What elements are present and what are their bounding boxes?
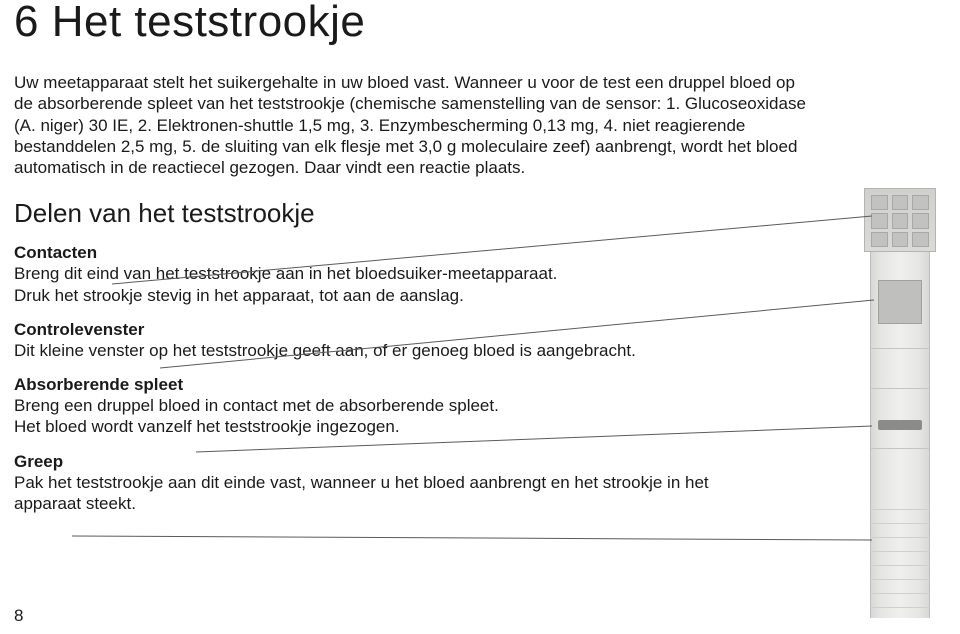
section-title: Controlevenster [14, 320, 960, 340]
section-title: Greep [14, 452, 960, 472]
section-absorberende-spleet: Absorberende spleet Breng een druppel bl… [14, 375, 960, 438]
page-number: 8 [14, 606, 23, 626]
teststrip-illustration [864, 188, 936, 618]
section-controlevenster: Controlevenster Dit kleine venster op he… [14, 320, 960, 361]
page: 6 Het teststrookje Uw meetapparaat stelt… [0, 0, 960, 634]
section-title: Absorberende spleet [14, 375, 960, 395]
page-title: 6 Het teststrookje [14, 0, 960, 44]
strip-contacts [871, 195, 929, 247]
intro-paragraph: Uw meetapparaat stelt het suikergehalte … [14, 72, 814, 178]
section-title: Contacten [14, 243, 97, 263]
strip-grip [870, 478, 930, 618]
section-contacten: Contacten Breng dit eind van het teststr… [14, 243, 960, 306]
section-greep: Greep Pak het teststrookje aan dit einde… [14, 452, 960, 515]
section-body: Dit kleine venster op het teststrookje g… [14, 340, 754, 361]
section-body: Pak het teststrookje aan dit einde vast,… [14, 472, 754, 515]
section-body: Breng een druppel bloed in contact met d… [14, 395, 754, 438]
strip-contact-panel [864, 188, 936, 252]
subheading: Delen van het teststrookje [14, 198, 960, 229]
section-body: Breng dit eind van het teststrookje aan … [14, 263, 754, 306]
strip-control-window [878, 280, 922, 324]
strip-absorb-slit [878, 420, 922, 430]
